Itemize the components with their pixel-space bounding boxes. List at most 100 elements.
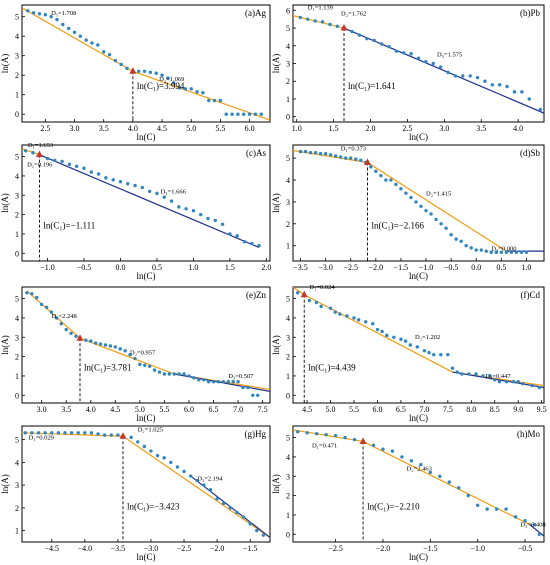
data-point <box>313 19 317 23</box>
y-axis-label: ln(A) <box>0 474 10 494</box>
data-point <box>475 75 480 80</box>
data-point <box>129 435 133 440</box>
threshold-marker <box>76 334 84 341</box>
x-tick-label: 6.5 <box>209 405 219 414</box>
threshold-label: ln(C₁)=−1.111 <box>43 221 95 231</box>
dimension-label: D₂=1.415 <box>426 190 451 197</box>
data-point <box>414 200 418 204</box>
data-point <box>402 51 406 55</box>
dimension-label: D₃=0.507 <box>228 373 254 380</box>
threshold-marker <box>340 24 348 31</box>
threshold-marker <box>359 437 367 444</box>
x-axis-label: ln(C) <box>137 271 156 281</box>
data-point <box>59 322 63 326</box>
data-point <box>84 38 88 42</box>
x-tick-label: 1.0 <box>188 263 198 272</box>
data-point <box>356 318 361 322</box>
data-point <box>126 181 130 186</box>
data-point <box>455 370 459 374</box>
x-tick-label: 5.0 <box>186 124 196 133</box>
data-point <box>454 237 458 241</box>
data-point <box>93 341 98 345</box>
y-axis-label: ln(A) <box>0 193 10 213</box>
data-point <box>298 149 303 154</box>
data-point <box>82 166 86 170</box>
data-point <box>242 239 247 244</box>
data-point <box>25 291 29 295</box>
data-point <box>96 172 101 176</box>
data-point <box>256 393 260 397</box>
data-point <box>306 17 310 21</box>
data-point <box>56 431 61 435</box>
data-point <box>403 339 408 343</box>
panel-frame <box>292 286 545 404</box>
y-tick-label: 4 <box>15 458 19 467</box>
data-point <box>155 453 160 458</box>
x-axis-label: ln(C) <box>137 552 156 562</box>
data-point <box>49 310 54 314</box>
y-tick-label: 4 <box>15 314 19 323</box>
data-point <box>152 368 157 372</box>
data-point <box>235 510 239 515</box>
data-point <box>166 76 170 80</box>
data-point <box>137 69 141 74</box>
y-tick-label: 3 <box>15 481 19 490</box>
data-point <box>468 74 472 78</box>
data-point <box>111 178 115 182</box>
x-axis-label: ln(C) <box>137 413 156 423</box>
dimension-label: D₁=1.708 <box>51 10 76 17</box>
y-tick-label: 2 <box>286 492 290 501</box>
y-tick-label: 0 <box>286 391 290 400</box>
data-point <box>514 250 519 254</box>
data-point <box>187 374 191 378</box>
data-point <box>72 30 77 34</box>
panel: −1.0 −0.5 0.0 0.5 1.0 1.5 2.0 0 1 2 3 4 5 ln(C) ln(A) l… <box>0 142 271 281</box>
x-tick-label: 5.0 <box>326 405 336 414</box>
data-point <box>113 58 118 63</box>
data-point <box>409 195 413 200</box>
data-point <box>422 349 427 353</box>
data-point <box>30 431 34 435</box>
data-point <box>399 187 403 191</box>
data-point <box>453 74 458 78</box>
data-point <box>136 440 140 444</box>
data-point <box>439 352 443 357</box>
panel: 2.5 3.0 3.5 4.0 4.5 5.0 5.5 6.0 0 1 2 3 4 5 ln(C) ln(A)… <box>0 4 271 142</box>
data-point <box>207 98 211 103</box>
data-point <box>308 150 313 155</box>
data-point <box>98 342 103 346</box>
plot-area <box>293 15 544 122</box>
x-tick-label: 4.5 <box>157 124 167 133</box>
data-point <box>345 314 349 318</box>
plot-area <box>293 149 544 261</box>
y-tick-label: 1 <box>286 242 290 251</box>
data-point <box>295 291 300 295</box>
data-point <box>133 356 137 361</box>
panel: 3.0 3.5 4.0 4.5 5.0 5.5 6.0 6.5 7.0 7.5 0 1 2 3 4 5 ln(C… <box>0 286 271 423</box>
data-point <box>384 178 388 182</box>
data-point <box>371 443 376 448</box>
x-tick-label: 2.0 <box>366 124 376 133</box>
data-point <box>226 380 230 384</box>
data-point <box>461 74 465 78</box>
data-point <box>75 164 79 168</box>
y-axis-label: ln(A) <box>271 335 281 355</box>
x-axis-label: ln(C) <box>137 132 156 142</box>
dimension-label: D₃=6.408 <box>520 522 545 529</box>
y-tick-label: 0 <box>286 530 290 539</box>
data-point <box>494 250 499 254</box>
threshold-label: ln(C₁)=4.439 <box>308 363 356 373</box>
data-point <box>357 33 362 37</box>
y-tick-label: 4 <box>286 453 290 462</box>
y-tick-label: 1 <box>15 527 19 536</box>
y-tick-label: 5 <box>286 24 290 33</box>
data-point <box>253 112 258 116</box>
data-point <box>408 343 412 347</box>
x-tick-label: 3.5 <box>99 124 109 133</box>
data-point <box>167 372 172 376</box>
data-point <box>527 97 531 101</box>
x-tick-label: −4.5 <box>45 544 60 553</box>
x-tick-label: 4.5 <box>302 405 312 414</box>
data-point <box>90 41 94 45</box>
x-tick-label: 4.0 <box>86 405 96 414</box>
